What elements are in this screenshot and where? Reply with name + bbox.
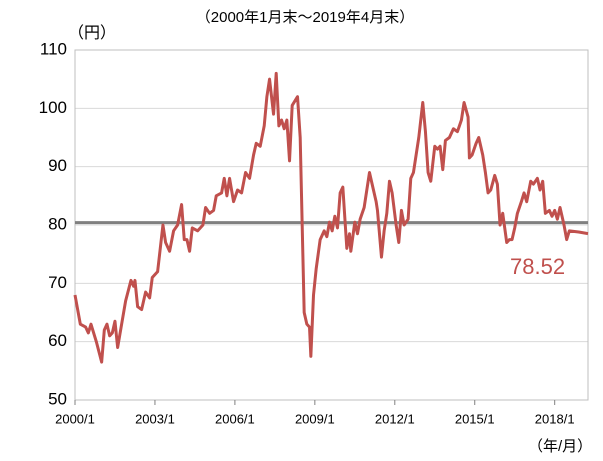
- y-tick-label: 80: [48, 214, 67, 233]
- x-tick-label: 2009/1: [295, 411, 335, 426]
- x-tick-label: 2000/1: [55, 411, 95, 426]
- y-tick-label: 60: [48, 331, 67, 350]
- y-axis-label: （円）: [68, 24, 116, 42]
- y-tick-label: 100: [39, 98, 67, 117]
- last-value-annotation: 78.52: [510, 254, 565, 279]
- x-axis-label: （年/月）: [528, 438, 592, 455]
- x-tick-label: 2018/1: [535, 411, 575, 426]
- x-tick-label: 2006/1: [215, 411, 255, 426]
- x-tick-label: 2012/1: [375, 411, 415, 426]
- x-tick-label: 2003/1: [135, 411, 175, 426]
- data-line: [73, 71, 589, 364]
- y-tick-label: 90: [48, 156, 67, 175]
- y-tick-label: 50: [48, 389, 67, 408]
- plot-frame: [74, 49, 589, 401]
- y-tick-label: 110: [40, 39, 67, 58]
- chart-title: （2000年1月末～2019年4月末）: [196, 9, 414, 26]
- y-tick-label: 70: [48, 273, 67, 292]
- x-tick-label: 2015/1: [455, 411, 495, 426]
